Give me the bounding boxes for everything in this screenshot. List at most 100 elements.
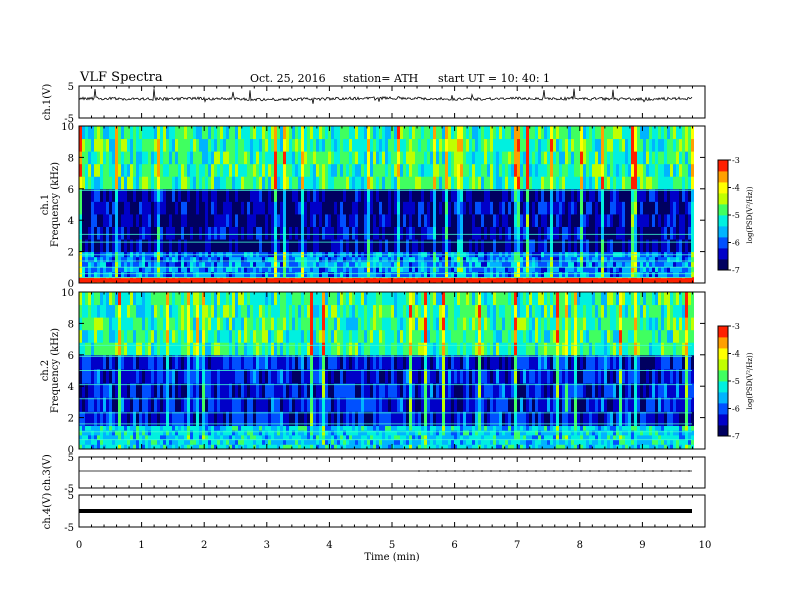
spectrogram-cell [586, 126, 589, 140]
spectrogram-cell [106, 397, 109, 412]
spectrogram-cell [574, 138, 577, 152]
spectrogram-cell [118, 213, 121, 227]
spectrogram-cell [184, 163, 187, 177]
spectrogram-cell [427, 213, 430, 227]
spectrogram-cell [355, 188, 358, 202]
spectrogram-cell [484, 151, 487, 165]
spectrogram-cell [265, 138, 268, 152]
spectrogram-cell [442, 151, 445, 165]
spectrogram-cell [202, 439, 205, 445]
spectrogram-cell [103, 213, 106, 227]
spectrogram-cell [91, 151, 94, 165]
spectrogram-cell [220, 430, 223, 436]
spectrogram-cell [262, 266, 265, 273]
spectrogram-cell [130, 201, 133, 215]
spectrogram-cell [139, 304, 142, 318]
spectrogram-cell [412, 126, 415, 140]
spectrogram-cell [169, 342, 172, 356]
colorbar-cell [718, 253, 728, 257]
spectrogram-cell [442, 226, 445, 240]
spectrogram-cell [394, 226, 397, 240]
spectrogram-cell [445, 138, 448, 152]
spectrogram-cell [226, 151, 229, 165]
spectrogram-cell [220, 188, 223, 202]
spectrogram-cell [670, 201, 673, 215]
spectrogram-cell [286, 151, 289, 165]
spectrogram-cell [535, 151, 538, 165]
spectrogram-cell [418, 256, 421, 263]
spectrogram-cell [142, 329, 145, 343]
spectrogram-cell [196, 261, 199, 268]
spectrogram-cell [103, 201, 106, 215]
spectrogram-cell [172, 444, 175, 450]
spectrogram-cell [145, 383, 148, 398]
spectrogram-cell [133, 213, 136, 227]
spectrogram-cell [250, 151, 253, 165]
spectrogram-cell [235, 163, 238, 177]
spectrogram-cell [109, 201, 112, 215]
spectrogram-cell [586, 256, 589, 263]
spectrogram-cell [184, 261, 187, 268]
spectrogram-cell [523, 226, 526, 240]
spectrogram-cell [385, 176, 388, 190]
spectrogram-cell [214, 213, 217, 227]
spectrogram-cell [604, 151, 607, 165]
spectrogram-cell [256, 261, 259, 268]
spectrogram-cell [232, 383, 235, 398]
spectrogram-cell [202, 188, 205, 202]
date-label: Oct. 25, 2016 [250, 72, 326, 85]
spectrogram-cell [421, 176, 424, 190]
spectrogram-cell [271, 138, 274, 152]
spectrogram-cell [310, 176, 313, 190]
spectrogram-cell [196, 411, 199, 426]
spectrogram-cell [430, 213, 433, 227]
spectrogram-cell [292, 239, 295, 253]
spectrogram-cell [451, 266, 454, 273]
spectrogram-cell [454, 266, 457, 273]
spectrogram-cell [451, 256, 454, 263]
spectrogram-cell [370, 201, 373, 215]
spectrogram-cell [355, 239, 358, 253]
spectrogram-cell [385, 261, 388, 268]
colorbar-cell [718, 261, 728, 265]
spectrogram-cell [598, 188, 601, 202]
spectrogram-cell [106, 261, 109, 268]
spectrogram-cell [190, 434, 193, 441]
spectrogram-cell [91, 342, 94, 356]
spectrogram-cell [172, 126, 175, 140]
spectrogram-cell [421, 188, 424, 202]
spectrogram-cell [619, 239, 622, 253]
spectrogram-cell [172, 213, 175, 227]
spectrogram-cell [457, 226, 460, 240]
spectrogram-cell [643, 239, 646, 253]
colorbar-cell [718, 204, 728, 208]
spectrogram-cell [406, 201, 409, 215]
spectrogram-cell [235, 256, 238, 263]
spectrogram-cell [109, 256, 112, 263]
spectrogram-cell [535, 188, 538, 202]
spectrogram-cell [250, 226, 253, 240]
spectrogram-cell [112, 304, 115, 318]
spectrogram-cell [364, 188, 367, 202]
spectrogram-cell [361, 261, 364, 268]
spectrogram-cell [124, 151, 127, 165]
spectrogram-cell [418, 226, 421, 240]
spectrogram-cell [619, 151, 622, 165]
spectrogram-cell [280, 213, 283, 227]
spectrogram-cell [391, 239, 394, 253]
spectrogram-cell [103, 126, 106, 140]
spectrogram-cell [406, 266, 409, 273]
spectrogram-cell [196, 256, 199, 263]
spectrogram-cell [463, 188, 466, 202]
spectrogram-cell [211, 304, 214, 318]
spectrogram-cell [460, 271, 463, 278]
spectrogram-cell [88, 430, 91, 436]
spectrogram-cell [91, 444, 94, 450]
spectrogram-cell [142, 239, 145, 253]
spectrogram-cell [568, 188, 571, 202]
spectrogram-cell [142, 397, 145, 412]
spectrogram-cell [112, 439, 115, 445]
spectrogram-cell [103, 239, 106, 253]
spectrogram-cell [334, 163, 337, 177]
spectrogram-cell [304, 201, 307, 215]
